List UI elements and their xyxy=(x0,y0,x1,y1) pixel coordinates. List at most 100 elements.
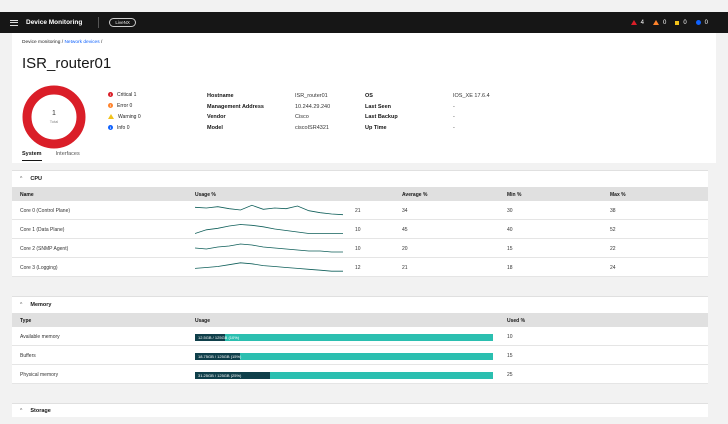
alert-info[interactable]: 0 xyxy=(695,19,708,26)
core-max: 24 xyxy=(610,265,616,271)
column-header[interactable]: Max % xyxy=(610,191,626,198)
minor-square-icon xyxy=(675,20,680,25)
warning-icon xyxy=(108,114,114,119)
core-average: 45 xyxy=(402,227,408,233)
alert-warning-count: 0 xyxy=(662,19,667,26)
core-max: 22 xyxy=(610,246,616,252)
memory-used-percent: 25 xyxy=(507,372,513,378)
alert-minor[interactable]: 0 xyxy=(675,19,687,26)
warning-triangle-icon xyxy=(652,20,659,25)
core-usage-current: 21 xyxy=(355,208,361,214)
core-usage-current: 12 xyxy=(355,265,361,271)
last-seen-label: Last Seen xyxy=(365,103,391,110)
breadcrumb-separator: / xyxy=(61,40,64,45)
vendor-label: Vendor xyxy=(207,114,226,120)
vendor-value: Cisco xyxy=(295,114,309,120)
chevron-up-icon: ^ xyxy=(20,176,23,182)
uptime-value: - xyxy=(453,124,455,131)
severity-info: i Info 0 xyxy=(108,122,141,133)
memory-section-header[interactable]: ^ Memory xyxy=(12,297,708,313)
memory-usage-text: 12.5GB / 125GB (10%) xyxy=(198,335,240,340)
livenx-badge[interactable]: LiveNX xyxy=(109,18,136,27)
column-header[interactable]: Type xyxy=(20,317,32,324)
info-icon: i xyxy=(108,125,113,130)
severity-critical-label: Critical 1 xyxy=(117,91,137,98)
menu-icon[interactable] xyxy=(10,19,18,26)
column-header[interactable]: Used % xyxy=(507,317,526,324)
hostname-value: ISR_router01 xyxy=(295,93,328,99)
usage-sparkline xyxy=(195,243,343,253)
cpu-section-header[interactable]: ^ CPU xyxy=(12,171,708,187)
cpu-section: ^ CPU Name Usage % Average % Min % Max %… xyxy=(12,170,708,277)
table-row[interactable]: Core 3 (Logging) 12 21 18 24 xyxy=(12,258,708,277)
memory-usage-bar: 18.75GB / 125GB (15%) xyxy=(195,352,493,360)
severity-info-label: Info 0 xyxy=(117,124,130,131)
donut-total: 1 xyxy=(52,110,56,117)
column-header[interactable]: Usage xyxy=(195,317,211,324)
storage-section-header[interactable]: ^ Storage xyxy=(12,404,708,418)
core-average: 21 xyxy=(402,265,408,271)
table-row[interactable]: Buffers 18.75GB / 125GB (15%) 15 xyxy=(12,346,708,365)
core-name: Core 1 (Data Plane) xyxy=(20,227,65,233)
usage-sparkline xyxy=(195,224,343,234)
table-row[interactable]: Available memory 12.5GB / 125GB (10%) 10 xyxy=(12,327,708,346)
column-header[interactable]: Min % xyxy=(507,191,522,198)
usage-sparkline xyxy=(195,204,343,216)
core-name: Core 0 (Control Plane) xyxy=(20,208,71,214)
alert-critical-count: 4 xyxy=(640,19,644,26)
memory-usage-fill xyxy=(195,352,240,360)
breadcrumb-root[interactable]: Device monitoring xyxy=(22,40,61,45)
table-row[interactable]: Core 2 (SNMP Agent) 10 20 15 22 xyxy=(12,239,708,258)
memory-type: Buffers xyxy=(20,353,36,359)
core-name: Core 2 (SNMP Agent) xyxy=(20,246,69,252)
os-label: OS xyxy=(365,93,373,99)
core-max: 38 xyxy=(610,208,616,214)
chevron-up-icon: ^ xyxy=(20,408,23,414)
top-bar: Device Monitoring LiveNX 4 0 0 0 xyxy=(0,12,728,33)
severity-donut-chart xyxy=(22,85,86,149)
model-value: ciscoISR4321 xyxy=(295,124,329,131)
memory-type: Physical memory xyxy=(20,372,59,378)
tab-interfaces[interactable]: Interfaces xyxy=(55,151,80,157)
alert-warning[interactable]: 0 xyxy=(652,19,667,26)
column-header[interactable]: Name xyxy=(20,191,34,198)
breadcrumb-network-devices[interactable]: Network devices xyxy=(64,40,100,45)
memory-used-percent: 15 xyxy=(507,353,513,359)
device-header: Device monitoring / Network devices / IS… xyxy=(12,33,716,163)
alert-minor-count: 0 xyxy=(683,19,687,26)
mgmt-address-label: Management Address xyxy=(207,103,264,110)
severity-warning-label: Warning 0 xyxy=(118,113,141,120)
memory-usage-remaining xyxy=(269,371,493,379)
table-row[interactable]: Core 0 (Control Plane) 21 34 30 38 xyxy=(12,201,708,220)
app-title: Device Monitoring xyxy=(26,19,83,26)
column-header[interactable]: Usage % xyxy=(195,191,216,198)
core-usage-current: 10 xyxy=(355,227,361,233)
core-min: 15 xyxy=(507,246,513,252)
info-circle-icon xyxy=(695,20,701,25)
donut-center: 1 Total xyxy=(20,83,88,151)
device-info-grid: Hostname ISR_router01 OS IOS_XE 17.6.4 M… xyxy=(207,93,543,132)
core-average: 20 xyxy=(402,246,408,252)
core-name: Core 3 (Logging) xyxy=(20,265,58,271)
table-row[interactable]: Physical memory 31.25GB / 125GB (25%) 25 xyxy=(12,365,708,384)
memory-section-title: Memory xyxy=(30,302,52,308)
column-header[interactable]: Average % xyxy=(402,191,428,198)
tab-system[interactable]: System xyxy=(22,151,42,161)
core-min: 18 xyxy=(507,265,513,271)
storage-section: ^ Storage xyxy=(12,403,708,417)
memory-usage-bar: 12.5GB / 125GB (10%) xyxy=(195,333,493,341)
model-label: Model xyxy=(207,124,223,131)
alert-info-count: 0 xyxy=(704,19,708,26)
breadcrumb: Device monitoring / Network devices / xyxy=(22,40,102,45)
core-min: 40 xyxy=(507,227,513,233)
memory-usage-fill xyxy=(195,371,270,379)
donut-total-label: Total xyxy=(49,119,59,124)
severity-warning: Warning 0 xyxy=(108,111,141,122)
table-row[interactable]: Core 1 (Data Plane) 10 45 40 52 xyxy=(12,220,708,239)
cpu-table-header: Name Usage % Average % Min % Max % xyxy=(12,187,708,201)
alert-critical[interactable]: 4 xyxy=(630,19,644,26)
severity-error: ! Error 0 xyxy=(108,100,141,111)
memory-usage-text: 18.75GB / 125GB (15%) xyxy=(198,354,242,359)
os-value: IOS_XE 17.6.4 xyxy=(453,93,490,99)
storage-section-title: Storage xyxy=(30,408,51,414)
